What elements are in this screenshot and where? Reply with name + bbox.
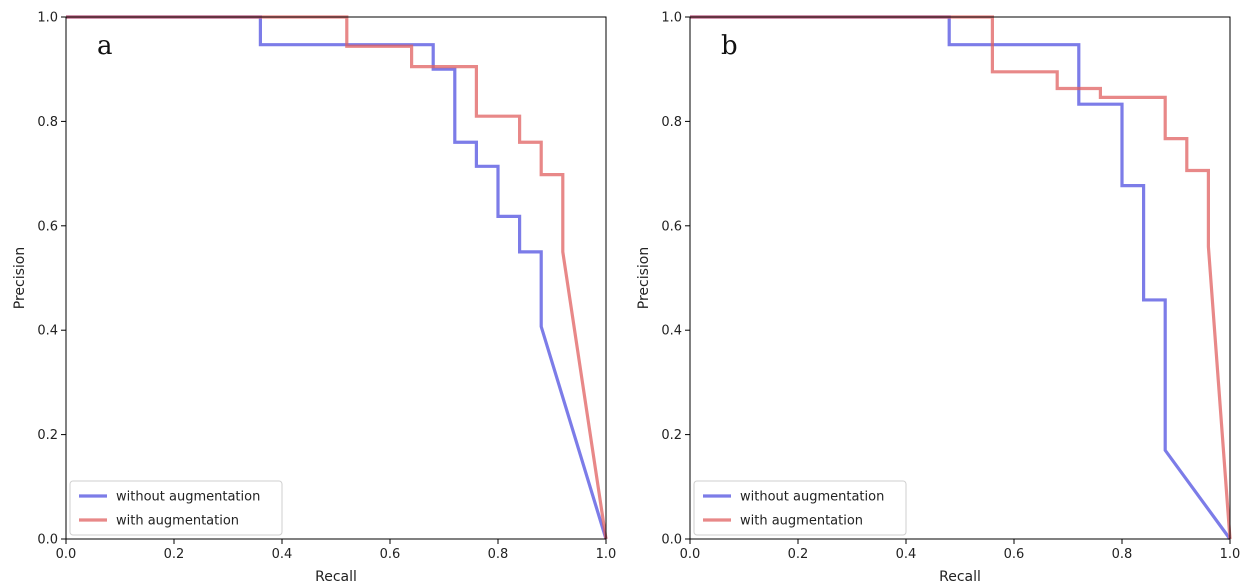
y-tick-label: 0.2 bbox=[661, 428, 682, 443]
y-tick-label: 0.6 bbox=[661, 219, 682, 234]
y-tick-label: 0.6 bbox=[37, 219, 58, 234]
y-tick-label: 0.8 bbox=[37, 115, 58, 130]
y-axis-label: Precision bbox=[636, 247, 652, 309]
y-tick-label: 0.0 bbox=[37, 533, 58, 548]
x-tick-label: 0.4 bbox=[896, 547, 917, 562]
y-axis-label: Precision bbox=[12, 247, 28, 309]
x-tick-label: 0.0 bbox=[680, 547, 701, 562]
y-tick-label: 0.0 bbox=[661, 533, 682, 548]
legend-entry: without augmentation bbox=[116, 490, 260, 505]
legend-box bbox=[693, 480, 907, 536]
panel-label: a bbox=[97, 31, 113, 61]
plot-frame bbox=[65, 16, 607, 540]
x-tick-label: 0.6 bbox=[380, 547, 401, 562]
panel-label: b bbox=[721, 31, 738, 61]
series-line-without-augmentation bbox=[690, 15, 1232, 540]
x-axis-label: Recall bbox=[315, 569, 357, 584]
x-tick-label: 0.6 bbox=[1004, 547, 1025, 562]
series-line-with-augmentation bbox=[690, 15, 1232, 540]
chart-panel-a: 0.0 0.2 0.4 0.6 0.8 1.0 0.0 0.2 0.4 0.6 0.8 1.0 Reca… bbox=[12, 11, 616, 584]
y-tick-label: 0.8 bbox=[661, 115, 682, 130]
x-tick-label: 0.8 bbox=[488, 547, 509, 562]
chart-panel-b: 0.0 0.2 0.4 0.6 0.8 1.0 0.0 0.2 0.4 0.6 0.8 1.0 Reca… bbox=[636, 11, 1240, 584]
series-line-without-augmentation bbox=[66, 15, 608, 540]
x-axis-label: Recall bbox=[939, 569, 981, 584]
plot-frame bbox=[689, 16, 1231, 540]
x-tick-label: 0.2 bbox=[788, 547, 809, 562]
x-tick-label: 0.0 bbox=[56, 547, 77, 562]
legend-entry: with augmentation bbox=[740, 514, 863, 529]
y-tick-label: 1.0 bbox=[37, 11, 58, 26]
legend-entry: without augmentation bbox=[740, 490, 884, 505]
y-tick-label: 0.4 bbox=[37, 324, 58, 339]
legend-entry: with augmentation bbox=[116, 514, 239, 529]
legend-box bbox=[69, 480, 283, 536]
y-tick-label: 0.2 bbox=[37, 428, 58, 443]
x-tick-label: 0.8 bbox=[1112, 547, 1133, 562]
y-tick-label: 1.0 bbox=[661, 11, 682, 26]
x-tick-label: 0.2 bbox=[164, 547, 185, 562]
y-tick-label: 0.4 bbox=[661, 324, 682, 339]
x-tick-label: 1.0 bbox=[1220, 547, 1241, 562]
series-line-with-augmentation bbox=[66, 15, 608, 540]
x-tick-label: 1.0 bbox=[596, 547, 617, 562]
x-tick-label: 0.4 bbox=[272, 547, 293, 562]
